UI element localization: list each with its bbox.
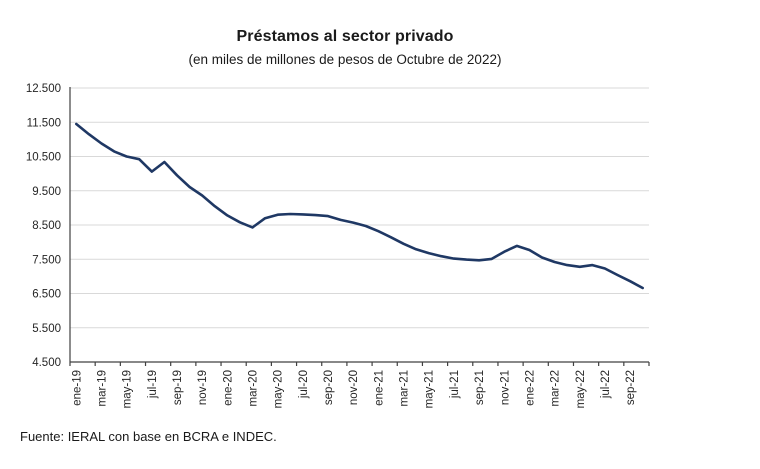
x-tick-label: nov-19 [197,370,209,405]
x-tick-label: ene-20 [222,370,234,406]
x-tick-label: sep-22 [625,370,637,405]
y-tick-label: 10.500 [26,152,61,164]
x-tick-label: jul-21 [449,370,461,399]
x-tick-label: nov-21 [499,370,511,405]
x-tick-label: mar-22 [550,370,562,406]
x-tick-label: may-22 [575,370,587,408]
y-tick-label: 8.500 [32,220,61,232]
loans-data-line [75,122,645,290]
x-tick-label: jul-22 [600,370,612,399]
x-tick-label: jul-20 [298,370,310,399]
x-tick-label: ene-21 [373,370,385,406]
y-tick-label: 11.500 [27,117,61,129]
chart-title: Préstamos al sector privado [236,28,454,45]
x-tick-label: ene-19 [71,370,83,406]
x-tick-label: mar-21 [399,370,411,406]
y-tick-label: 7.500 [32,254,61,266]
x-tick-label: sep-19 [172,370,184,405]
chart-subtitle: (en miles de millones de pesos de Octubr… [188,52,502,67]
x-tick-label: mar-19 [96,370,108,406]
y-tick-label: 9.500 [32,186,61,198]
y-tick-label: 4.500 [32,357,61,369]
x-tick-label: ene-22 [524,370,536,406]
y-tick-label: 5.500 [32,323,61,335]
y-tick-label: 12.500 [26,83,61,95]
x-tick-label: may-20 [273,370,285,408]
x-tick-label: mar-20 [248,370,260,406]
y-tick-label: 6.500 [32,289,61,301]
x-tick-label: may-21 [424,370,436,408]
x-tick-label: sep-21 [474,370,486,405]
x-tick-label: nov-20 [348,370,360,405]
source-note: Fuente: IERAL con base en BCRA e INDEC. [20,429,277,444]
x-tick-label: jul-19 [147,370,159,399]
x-tick-label: may-19 [122,370,134,408]
x-tick-label: sep-20 [323,370,335,405]
